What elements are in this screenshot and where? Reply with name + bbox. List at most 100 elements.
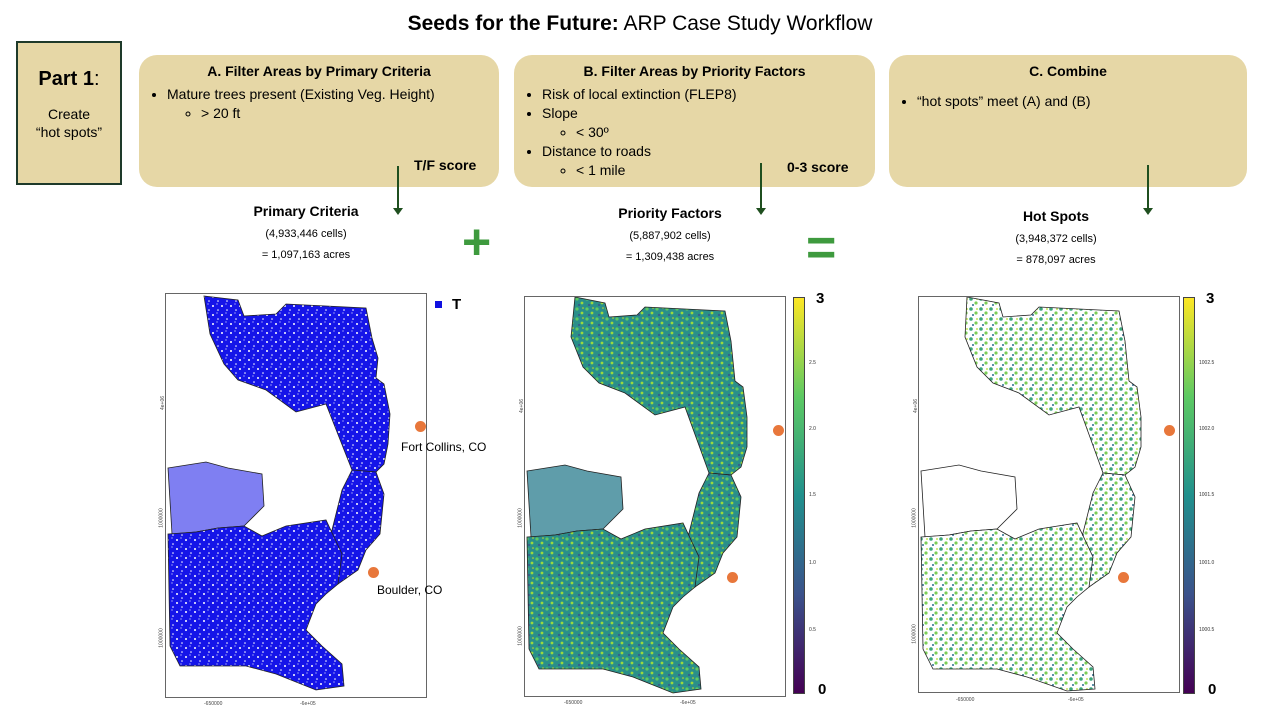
card-b-bullet-1: Risk of local extinction (FLEP8): [542, 85, 737, 104]
arrow-a-head-icon: [393, 208, 403, 215]
primary-region-west: [167, 461, 265, 535]
boulder-dot-icon: [368, 567, 379, 578]
map-primary-ytick-2: 1000000: [158, 508, 165, 528]
hotspots-region-north: [964, 297, 1142, 476]
hotspots-colorbar-tick: 1001.5: [1199, 492, 1215, 498]
title-rest: ARP Case Study Workflow: [618, 12, 873, 35]
map-primary-svg: [167, 295, 391, 691]
part-label: Part 1:: [38, 68, 100, 90]
card-b-heading: B. Filter Areas by Priority Factors: [583, 63, 806, 79]
part-description: Create “hot spots”: [35, 106, 103, 140]
priority-colorbar-tick: 0.5: [809, 627, 816, 633]
hotspots-colorbar-max: 3: [1206, 290, 1215, 307]
hotspots-colorbar-tick: 1000.5: [1199, 627, 1215, 633]
summary-hotspots-heading: Hot Spots: [1022, 208, 1090, 224]
priority-colorbar-tick: 2.5: [809, 360, 816, 366]
summary-priority-acres: = 1,309,438 acres: [625, 251, 715, 263]
title-bold: Seeds for the Future:: [407, 12, 619, 35]
plus-operator: +: [462, 214, 492, 270]
map-hotspots-svg: [920, 297, 1142, 692]
summary-hot-spots: Hot Spots (3,948,372 cells) = 878,097 ac…: [946, 208, 1166, 266]
priority-colorbar-max: 3: [816, 290, 825, 307]
arrow-a-line: [397, 166, 399, 209]
primary-region-north: [203, 295, 391, 473]
card-c-combine: C. Combine “hot spots” meet (A) and (B): [889, 55, 1247, 187]
priority-region-west: [526, 464, 624, 538]
summary-primary-heading: Primary Criteria: [253, 203, 359, 219]
map-hotspots-xtick-2: -6e+05: [1068, 697, 1084, 703]
card-b-sub-bullet-3: < 1 mile: [576, 161, 737, 180]
fort-collins-dot-icon: [773, 425, 784, 436]
legend-t-label: T: [452, 296, 462, 313]
card-a-primary-criteria: A. Filter Areas by Primary Criteria Matu…: [139, 55, 499, 187]
hotspots-colorbar-tick: 1002.5: [1199, 360, 1215, 366]
primary-region-south: [167, 519, 345, 691]
hotspots-region-south: [920, 522, 1096, 692]
map-priority-ytick-2: 1000000: [517, 508, 524, 528]
part-1-box: Part 1: Create “hot spots”: [16, 41, 122, 185]
priority-region-north: [570, 297, 748, 476]
city-label-fort-collins: Fort Collins, CO: [401, 440, 487, 454]
summary-priority-cells: (5,887,902 cells): [629, 230, 711, 242]
card-b-priority-factors: B. Filter Areas by Priority Factors Risk…: [514, 55, 875, 187]
summary-primary-cells: (4,933,446 cells): [265, 228, 347, 240]
map-primary-xtick-2: -6e+05: [300, 701, 316, 707]
map-primary-criteria: [165, 293, 427, 698]
page-title: Seeds for the Future: ARP Case Study Wor…: [0, 12, 1280, 36]
map-primary-ytick-3: 1000000: [158, 628, 165, 648]
card-b-list: Risk of local extinction (FLEP8) Slope <…: [524, 85, 737, 180]
summary-hotspots-acres: = 878,097 acres: [1016, 254, 1096, 266]
hotspots-colorbar-tick: 1001.0: [1199, 560, 1215, 566]
legend-t-swatch: [435, 301, 442, 308]
card-c-heading: C. Combine: [1029, 63, 1107, 79]
card-c-list: “hot spots” meet (A) and (B): [899, 92, 1091, 111]
card-a-sub-bullet-1: > 20 ft: [201, 104, 435, 123]
priority-colorbar-tick: 2.0: [809, 426, 816, 432]
card-c-bullet-1: “hot spots” meet (A) and (B): [917, 92, 1091, 111]
summary-priority-factors: Priority Factors (5,887,902 cells) = 1,3…: [560, 205, 780, 263]
summary-priority-heading: Priority Factors: [618, 205, 722, 221]
card-b-bullet-3: Distance to roads < 1 mile: [542, 142, 737, 180]
city-label-boulder: Boulder, CO: [377, 583, 443, 597]
card-a-list: Mature trees present (Existing Veg. Heig…: [149, 85, 435, 123]
map-primary-xtick-1: -650000: [204, 701, 223, 707]
summary-primary-acres: = 1,097,163 acres: [261, 249, 351, 261]
map-hotspots-ytick-3: 1000000: [911, 624, 918, 644]
priority-region-south: [526, 522, 702, 694]
map-priority-xtick-2: -6e+05: [680, 700, 696, 706]
hotspots-region-west: [920, 464, 1018, 538]
boulder-dot-icon: [727, 572, 738, 583]
map-hotspots-xtick-1: -650000: [956, 697, 975, 703]
summary-hotspots-cells: (3,948,372 cells): [1015, 233, 1097, 245]
map-priority-xtick-1: -650000: [564, 700, 583, 706]
map-primary-ytick-1: 4e+06: [160, 395, 167, 411]
priority-colorbar-min: 0: [818, 681, 827, 698]
hotspots-colorbar-min: 0: [1208, 681, 1217, 698]
map-priority-ytick-3: 1000000: [517, 626, 524, 646]
card-b-score: 0-3 score: [787, 159, 849, 175]
map-hotspots-ytick-2: 1000000: [911, 508, 918, 528]
card-b-bullet-2: Slope < 30º: [542, 104, 737, 142]
map-hotspots-ytick-1: 4e+06: [913, 398, 920, 414]
priority-colorbar-tick: 1.5: [809, 492, 816, 498]
arrow-c-line: [1147, 165, 1149, 209]
arrow-b-line: [760, 163, 762, 209]
card-a-bullet-1: Mature trees present (Existing Veg. Heig…: [167, 85, 435, 123]
card-a-score: T/F score: [414, 157, 477, 173]
fort-collins-dot-icon: [1164, 425, 1175, 436]
card-a-heading: A. Filter Areas by Primary Criteria: [207, 63, 431, 79]
boulder-dot-icon: [1118, 572, 1129, 583]
arrow-c-head-icon: [1143, 208, 1153, 215]
fort-collins-dot-icon: [415, 421, 426, 432]
priority-colorbar: [793, 297, 805, 694]
hotspots-colorbar: [1183, 297, 1195, 694]
map-hot-spots: [918, 296, 1180, 693]
map-priority-svg: [526, 297, 748, 694]
equals-operator: =: [806, 219, 837, 277]
map-priority-ytick-1: 4e+06: [519, 398, 526, 414]
hotspots-colorbar-tick: 1002.0: [1199, 426, 1215, 432]
summary-primary-criteria: Primary Criteria (4,933,446 cells) = 1,0…: [196, 203, 416, 261]
card-b-sub-bullet-2: < 30º: [576, 123, 737, 142]
map-priority-factors: [524, 296, 786, 697]
arrow-b-head-icon: [756, 208, 766, 215]
